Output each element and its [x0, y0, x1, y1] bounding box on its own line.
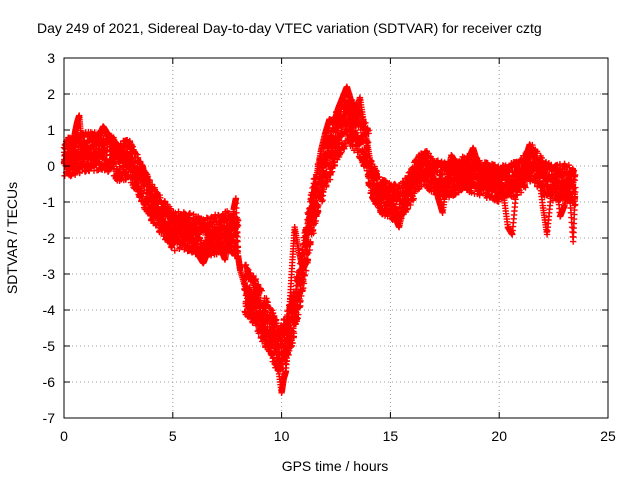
data-point — [521, 183, 528, 190]
data-point — [258, 287, 265, 294]
data-point — [476, 191, 483, 199]
data-point — [341, 142, 348, 150]
data-point — [95, 146, 102, 153]
data-point — [263, 301, 271, 309]
data-point — [156, 191, 163, 199]
data-point — [273, 319, 280, 327]
data-point — [322, 183, 330, 190]
data-point — [289, 339, 296, 347]
data-point — [307, 238, 314, 246]
data-point — [171, 247, 178, 254]
chart-title: Day 249 of 2021, Sidereal Day-to-day VTE… — [37, 20, 542, 36]
data-point — [301, 272, 308, 279]
data-point — [439, 171, 446, 178]
data-point — [299, 284, 307, 292]
data-point — [571, 176, 579, 184]
data-point — [468, 189, 475, 196]
data-point — [522, 184, 529, 191]
data-point — [298, 292, 305, 300]
data-point — [409, 196, 417, 204]
data-point — [306, 246, 313, 254]
data-point — [331, 161, 338, 169]
data-point — [319, 188, 327, 195]
data-point — [566, 164, 573, 171]
data-point — [365, 130, 372, 137]
data-point — [241, 261, 249, 269]
data-point — [299, 288, 306, 295]
data-point — [297, 297, 304, 304]
data-point — [569, 166, 576, 173]
data-point — [186, 210, 194, 217]
data-points — [60, 83, 579, 396]
data-point — [484, 159, 491, 167]
data-point — [391, 180, 398, 188]
data-point — [517, 189, 525, 196]
data-point — [300, 277, 307, 285]
data-point — [314, 201, 321, 208]
data-point — [293, 316, 301, 323]
data-point — [354, 145, 362, 152]
data-point — [315, 202, 322, 209]
data-point — [382, 178, 390, 185]
data-point — [407, 201, 414, 209]
data-point — [104, 168, 112, 175]
data-point — [61, 172, 68, 179]
data-point — [304, 256, 312, 263]
data-point — [290, 329, 298, 337]
data-point — [458, 186, 465, 194]
data-point — [168, 242, 176, 250]
data-point — [295, 311, 302, 318]
data-point — [376, 173, 383, 181]
data-point — [353, 129, 360, 136]
